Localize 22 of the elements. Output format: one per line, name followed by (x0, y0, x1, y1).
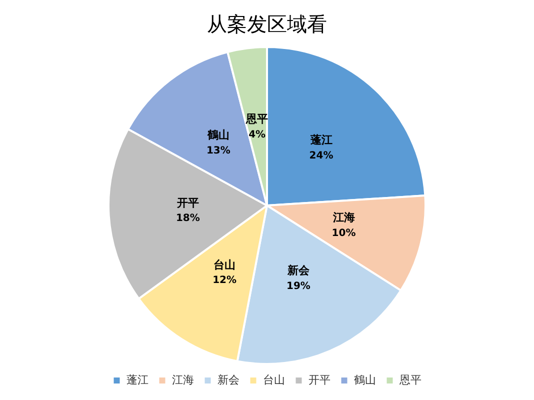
legend-label: 鶴山 (354, 373, 376, 386)
slice-label: 江海 (332, 211, 355, 224)
slice-label: 鶴山 (206, 128, 230, 142)
slice-label: 新会 (286, 264, 310, 278)
legend-label: 江海 (172, 373, 194, 386)
chart-title: 从案发区域看 (207, 12, 327, 36)
data-label: 24% (309, 150, 334, 162)
slice-label: 台山 (214, 258, 236, 272)
legend-label: 新会 (217, 373, 240, 386)
data-label: 12% (212, 275, 237, 286)
legend-label: 台山 (262, 373, 285, 386)
legend-label: 开平 (308, 373, 330, 386)
data-label: 10% (332, 228, 356, 239)
data-label: 18% (176, 213, 200, 224)
data-label: 13% (206, 145, 230, 156)
slice-label: 开平 (176, 196, 199, 210)
legend-label: 蓬江 (126, 373, 148, 386)
data-label: 19% (286, 280, 310, 292)
legend-label: 恩平 (398, 373, 422, 386)
slice-label: 蓬江 (309, 134, 332, 147)
slice-label: 恩平 (245, 112, 268, 126)
data-label: 4% (248, 129, 266, 140)
